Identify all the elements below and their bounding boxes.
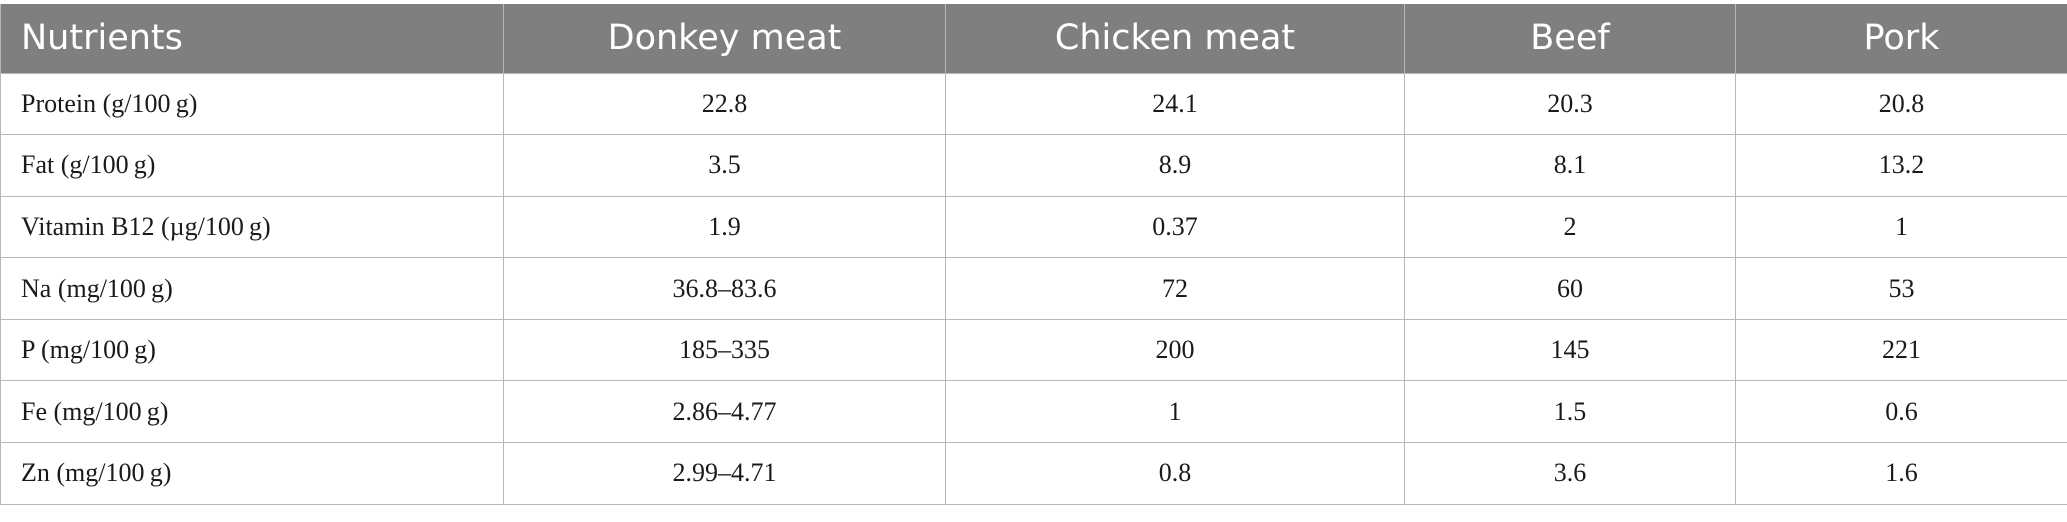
cell-pork: 1 bbox=[1735, 195, 2067, 259]
table-row-p: P (mg/100 g) 185–335 200 145 221 bbox=[0, 318, 2067, 382]
cell-beef: 60 bbox=[1404, 257, 1736, 320]
cell-chicken: 24.1 bbox=[945, 72, 1405, 136]
cell-pork: 20.8 bbox=[1735, 72, 2067, 136]
header-donkey-meat: Donkey meat bbox=[503, 4, 946, 74]
header-nutrients: Nutrients bbox=[0, 4, 504, 74]
cell-chicken: 1 bbox=[945, 380, 1405, 444]
cell-pork: 0.6 bbox=[1735, 380, 2067, 444]
nutrients-table-container: Nutrients Donkey meat Chicken meat Beef … bbox=[0, 4, 2067, 505]
row-label: P (mg/100 g) bbox=[0, 318, 504, 382]
cell-beef: 20.3 bbox=[1404, 72, 1736, 136]
table-row-vitamin-b12: Vitamin B12 (µg/100 g) 1.9 0.37 2 1 bbox=[0, 195, 2067, 259]
cell-donkey: 2.99–4.71 bbox=[503, 442, 946, 505]
table-row-fe: Fe (mg/100 g) 2.86–4.77 1 1.5 0.6 bbox=[0, 380, 2067, 444]
table-row-zn: Zn (mg/100 g) 2.99–4.71 0.8 3.6 1.6 bbox=[0, 442, 2067, 505]
cell-donkey: 2.86–4.77 bbox=[503, 380, 946, 444]
table-row-fat: Fat (g/100 g) 3.5 8.9 8.1 13.2 bbox=[0, 134, 2067, 197]
cell-chicken: 0.37 bbox=[945, 195, 1405, 259]
cell-pork: 53 bbox=[1735, 257, 2067, 320]
cell-beef: 145 bbox=[1404, 318, 1736, 382]
row-label: Zn (mg/100 g) bbox=[0, 442, 504, 505]
cell-beef: 1.5 bbox=[1404, 380, 1736, 444]
cell-pork: 221 bbox=[1735, 318, 2067, 382]
cell-pork: 13.2 bbox=[1735, 134, 2067, 197]
table-row-na: Na (mg/100 g) 36.8–83.6 72 60 53 bbox=[0, 257, 2067, 320]
cell-donkey: 1.9 bbox=[503, 195, 946, 259]
cell-donkey: 36.8–83.6 bbox=[503, 257, 946, 320]
cell-beef: 8.1 bbox=[1404, 134, 1736, 197]
cell-donkey: 22.8 bbox=[503, 72, 946, 136]
cell-chicken: 8.9 bbox=[945, 134, 1405, 197]
row-label: Na (mg/100 g) bbox=[0, 257, 504, 320]
cell-donkey: 3.5 bbox=[503, 134, 946, 197]
header-chicken-meat: Chicken meat bbox=[945, 4, 1405, 74]
row-label: Fe (mg/100 g) bbox=[0, 380, 504, 444]
cell-chicken: 72 bbox=[945, 257, 1405, 320]
header-pork: Pork bbox=[1735, 4, 2067, 74]
cell-chicken: 200 bbox=[945, 318, 1405, 382]
cell-beef: 2 bbox=[1404, 195, 1736, 259]
table-row-protein: Protein (g/100 g) 22.8 24.1 20.3 20.8 bbox=[0, 72, 2067, 136]
cell-donkey: 185–335 bbox=[503, 318, 946, 382]
row-label: Vitamin B12 (µg/100 g) bbox=[0, 195, 504, 259]
row-label: Protein (g/100 g) bbox=[0, 72, 504, 136]
row-label: Fat (g/100 g) bbox=[0, 134, 504, 197]
cell-pork: 1.6 bbox=[1735, 442, 2067, 505]
nutrients-table: Nutrients Donkey meat Chicken meat Beef … bbox=[0, 4, 2067, 505]
cell-beef: 3.6 bbox=[1404, 442, 1736, 505]
table-header-row: Nutrients Donkey meat Chicken meat Beef … bbox=[0, 4, 2067, 74]
cell-chicken: 0.8 bbox=[945, 442, 1405, 505]
header-beef: Beef bbox=[1404, 4, 1736, 74]
